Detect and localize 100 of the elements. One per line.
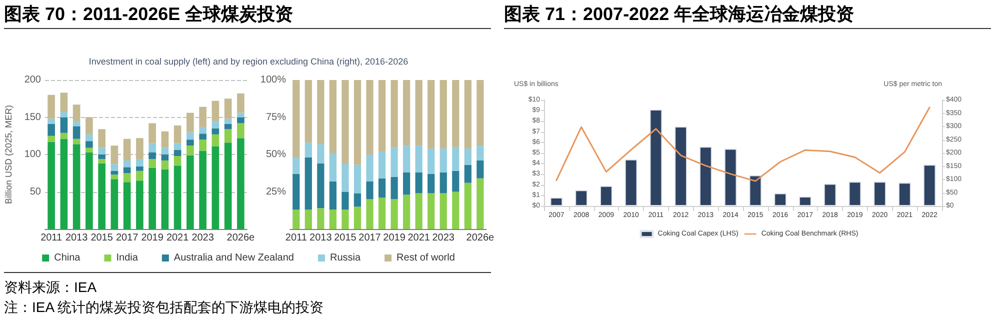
bar (199, 134, 206, 140)
bar (898, 182, 911, 206)
legend-label: Rest of world (396, 252, 455, 264)
bar (342, 192, 349, 210)
bar (161, 154, 169, 160)
bar (428, 80, 435, 149)
bar (342, 80, 349, 164)
x-tick-label: 2015 (90, 232, 114, 244)
bar (317, 208, 324, 229)
bar (86, 117, 93, 134)
bar (428, 148, 435, 174)
bar (224, 124, 232, 130)
bar (390, 80, 398, 148)
bar (212, 120, 220, 128)
bar (476, 160, 484, 178)
bar (329, 181, 336, 210)
bar (440, 172, 447, 194)
bar (123, 182, 131, 229)
legend-label: Australia and New Zealand (174, 252, 294, 264)
bar (342, 163, 349, 192)
bar (354, 164, 362, 194)
bar (110, 174, 118, 180)
x-tick-label: 2011 (285, 232, 308, 244)
bar (378, 198, 386, 229)
bar (161, 148, 169, 154)
chart-subtitle: Investment in coal supply (left) and by region excluding China (right), 2016-2026 (88, 56, 408, 66)
text: 注：IEA 统计的煤炭投资包括配套的下游煤电的投资 (4, 298, 325, 317)
bar (60, 112, 68, 118)
bar (148, 168, 156, 229)
bar (86, 152, 93, 229)
bar (452, 147, 460, 171)
bar (378, 80, 386, 152)
bar (624, 159, 638, 206)
bar (415, 172, 422, 194)
bar (674, 126, 688, 206)
bar (136, 158, 144, 166)
bar (110, 164, 118, 171)
bar (724, 148, 737, 206)
bar (378, 178, 386, 198)
bar (72, 126, 80, 139)
x-tick-label: 2011 (40, 232, 62, 244)
bar (136, 170, 144, 181)
y-tick-label: 200 (24, 74, 42, 86)
bar (575, 190, 588, 206)
bar (186, 132, 194, 140)
bar (304, 80, 312, 143)
bar (304, 210, 312, 229)
bar (415, 80, 422, 146)
bar (86, 134, 93, 142)
bar (464, 148, 472, 165)
bar (161, 160, 169, 170)
bar (72, 120, 80, 126)
bar (199, 126, 206, 134)
bar (174, 166, 182, 229)
bar (464, 80, 472, 149)
bar (123, 138, 131, 160)
bar (174, 125, 182, 144)
bar (186, 146, 194, 156)
bar (186, 155, 194, 229)
bar (237, 93, 244, 113)
bar (390, 199, 398, 229)
bar (60, 117, 68, 133)
bar (48, 136, 55, 142)
x-tick-label: 2017 (116, 232, 139, 244)
bar (72, 104, 80, 121)
bar (550, 198, 563, 206)
bar (366, 154, 374, 182)
bar (48, 142, 55, 229)
bar (174, 156, 182, 166)
bar (48, 94, 55, 119)
bar (123, 167, 131, 174)
y-tick-label: 100 (24, 149, 42, 160)
bar (212, 100, 220, 121)
bar (292, 157, 300, 174)
bar (403, 146, 410, 172)
bar (304, 142, 312, 158)
bar (136, 180, 144, 229)
bar (98, 154, 106, 159)
bar (428, 193, 435, 229)
bar (390, 147, 398, 177)
y-tick-label: 100% (260, 74, 286, 86)
bar (403, 194, 410, 229)
y-tick-label: 50 (30, 186, 42, 198)
bar (186, 140, 194, 146)
x-tick-label: 2013 (65, 232, 88, 244)
bar (650, 110, 662, 206)
bar (452, 80, 460, 148)
y-axis-title: Billion USD (2025, MER) (4, 104, 14, 204)
x-tick-label: 2013 (310, 232, 332, 244)
bar (476, 178, 484, 229)
bar (60, 92, 68, 112)
bar (923, 164, 936, 206)
x-tick-label: 2021 (408, 232, 430, 244)
bar (98, 163, 106, 229)
bar (98, 158, 106, 164)
bar (292, 80, 300, 158)
bar (110, 146, 118, 164)
bar (304, 157, 312, 210)
bar (452, 170, 460, 192)
bar (317, 144, 324, 164)
